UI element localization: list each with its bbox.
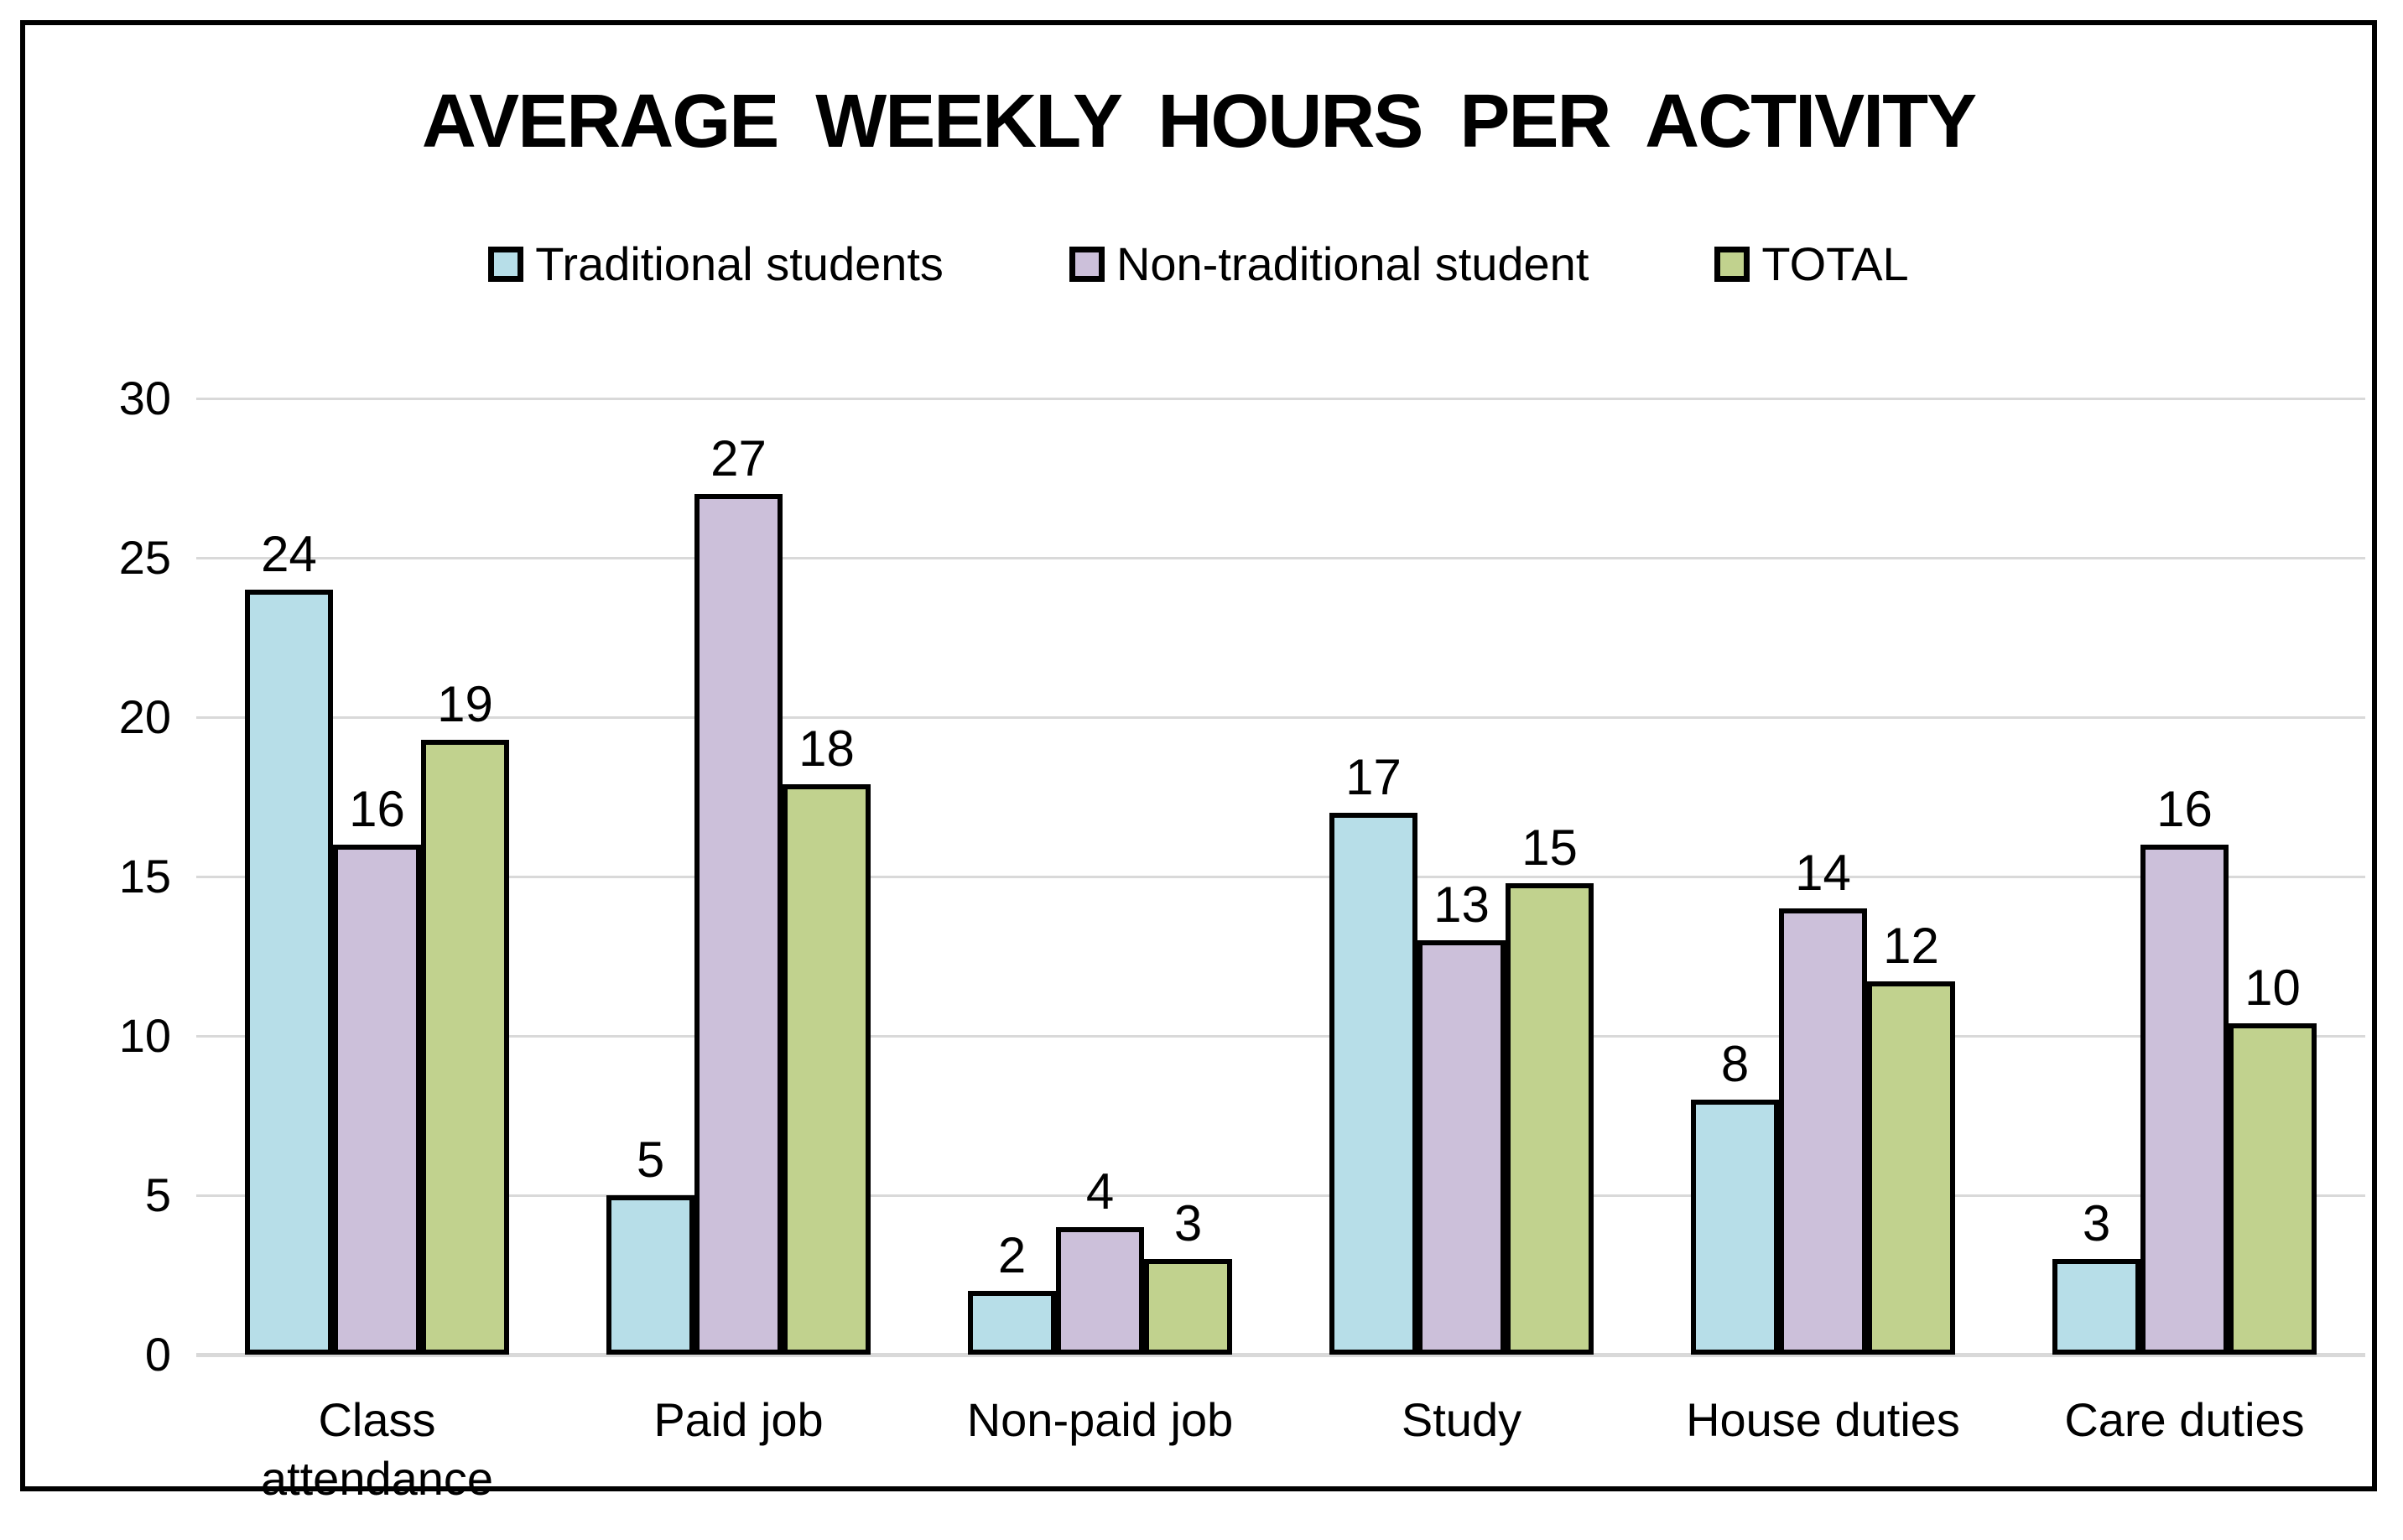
chart-frame: AVERAGE WEEKLY HOURS PER ACTIVITY Tradit… (20, 20, 2377, 1505)
bar: 18 (783, 724, 871, 1355)
bar: 24 (245, 529, 333, 1355)
bar-value-label: 3 (2082, 1195, 2111, 1251)
bar: 10 (2229, 963, 2317, 1355)
bar-value-label: 10 (2244, 960, 2301, 1016)
x-axis-category-label: Class attendance (260, 1393, 494, 1505)
bar: 3 (1144, 1199, 1232, 1355)
bar-value-label: 5 (636, 1132, 665, 1188)
bar: 12 (1867, 921, 1955, 1355)
legend-swatch-icon (1069, 246, 1105, 282)
y-axis-tick-label: 30 (118, 372, 171, 424)
bar-value-label: 8 (1720, 1036, 1750, 1092)
legend-item: Non-traditional student (1069, 237, 1589, 291)
bars-container: 24 16 19 5 27 18 2 4 3 17 13 15 8 14 12 3 16 10 (196, 398, 2365, 1355)
gridline (196, 556, 2365, 559)
bar: 2 (968, 1230, 1056, 1355)
gridline (196, 875, 2365, 878)
gridline (196, 1194, 2365, 1197)
bar: 17 (1329, 752, 1417, 1355)
x-axis-category-label: Paid job (653, 1393, 824, 1446)
bar-value-label: 16 (2156, 781, 2213, 837)
bar-group: 5 27 18 (558, 434, 919, 1355)
y-axis-tick-label: 5 (144, 1168, 171, 1221)
legend-swatch-icon (1714, 246, 1750, 282)
bar: 19 (421, 679, 509, 1355)
legend: Traditional students Non-traditional stud… (25, 237, 2372, 291)
bar: 8 (1691, 1039, 1779, 1355)
bar: 16 (333, 784, 421, 1355)
x-axis-category-label: Non-paid job (966, 1393, 1234, 1446)
chart-title: AVERAGE WEEKLY HOURS PER ACTIVITY (421, 80, 1977, 164)
x-axis-category-label: Study (1401, 1393, 1522, 1446)
legend-item: Traditional students (488, 237, 944, 291)
bar-value-label: 19 (437, 676, 493, 732)
y-axis-tick-label: 0 (144, 1328, 171, 1381)
gridline (196, 1352, 2365, 1357)
y-axis-tick-label: 10 (118, 1009, 171, 1062)
legend-swatch-icon (488, 246, 524, 282)
bar-value-label: 16 (349, 781, 405, 837)
y-axis-tick-label: 25 (118, 531, 171, 584)
legend-label: TOTAL (1761, 237, 1909, 290)
bar: 4 (1056, 1167, 1144, 1355)
bar: 27 (694, 434, 783, 1355)
bar-value-label: 14 (1795, 845, 1851, 901)
x-axis-category-label: House duties (1686, 1393, 1960, 1446)
bar-value-label: 27 (710, 430, 767, 486)
bar-value-label: 17 (1345, 749, 1402, 805)
legend-label: Non-traditional student (1116, 237, 1589, 290)
bar-value-label: 4 (1085, 1163, 1115, 1220)
bar-value-label: 2 (997, 1227, 1027, 1283)
y-axis-tick-label: 15 (118, 850, 171, 903)
bar-group: 8 14 12 (1642, 848, 2004, 1355)
bar-group: 24 16 19 (196, 529, 558, 1355)
gridline (196, 715, 2365, 719)
bar: 15 (1506, 823, 1594, 1355)
bar-value-label: 3 (1173, 1195, 1203, 1251)
bar: 14 (1779, 848, 1867, 1355)
bar-value-label: 15 (1521, 819, 1578, 876)
x-axis-labels: Class attendance Paid job Non-paid job Stud… (196, 1391, 2365, 1508)
gridline (196, 397, 2365, 400)
gridline (196, 1034, 2365, 1038)
plot-area: 24 16 19 5 27 18 2 4 3 17 13 15 8 14 12 3 16 10 0 5 10 15 20 2… (119, 373, 2365, 1380)
bar: 5 (606, 1135, 694, 1355)
bar: 13 (1417, 880, 1506, 1355)
x-axis-category-label: Care duties (2064, 1393, 2305, 1446)
bar-value-label: 24 (261, 526, 317, 582)
bar-value-label: 18 (798, 721, 855, 777)
y-axis-tick-label: 20 (118, 690, 171, 743)
bar-group: 3 16 10 (2004, 784, 2365, 1355)
bar: 3 (2052, 1199, 2140, 1355)
legend-item: TOTAL (1714, 237, 1909, 291)
bar-group: 17 13 15 (1281, 752, 1642, 1355)
bar: 16 (2140, 784, 2229, 1355)
bar-value-label: 12 (1883, 918, 1939, 974)
bar-value-label: 13 (1433, 877, 1490, 933)
legend-label: Traditional students (535, 237, 944, 290)
